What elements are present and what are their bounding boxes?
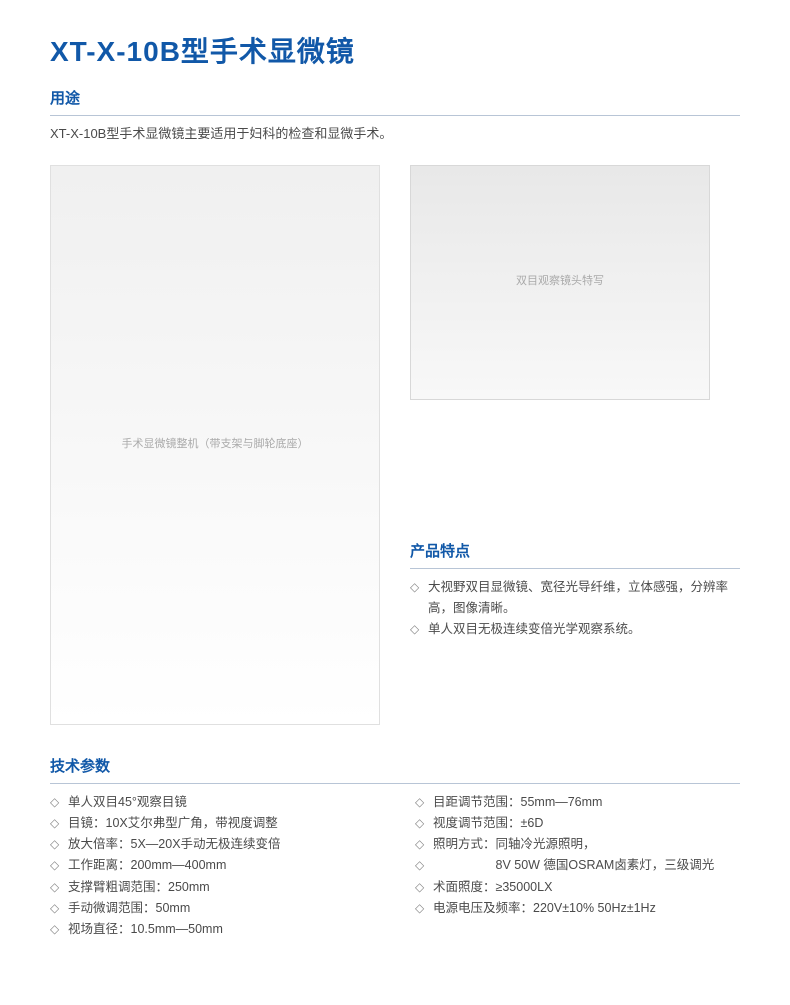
list-item: 术面照度：≥35000LX	[415, 877, 740, 898]
product-title: XT-X-10B型手术显微镜	[50, 30, 740, 75]
list-item: 8V 50W 德国OSRAM卤素灯，三级调光	[415, 855, 740, 876]
specs-left-list: 单人双目45°观察目镜 目镜：10X艾尔弗型广角，带视度调整 放大倍率：5X—2…	[50, 792, 375, 941]
list-item: 照明方式：同轴冷光源照明，	[415, 834, 740, 855]
main-image-alt: 手术显微镜整机（带支架与脚轮底座）	[112, 426, 319, 464]
list-item: 支撑臂粗调范围：250mm	[50, 877, 375, 898]
specs-section: 技术参数 单人双目45°观察目镜 目镜：10X艾尔弗型广角，带视度调整 放大倍率…	[50, 755, 740, 941]
list-item: 单人双目45°观察目镜	[50, 792, 375, 813]
specs-right-list: 目距调节范围：55mm—76mm 视度调节范围：±6D 照明方式：同轴冷光源照明…	[415, 792, 740, 941]
specs-columns: 单人双目45°观察目镜 目镜：10X艾尔弗型广角，带视度调整 放大倍率：5X—2…	[50, 792, 740, 941]
usage-text: XT-X-10B型手术显微镜主要适用于妇科的检查和显微手术。	[50, 124, 740, 145]
list-item: 视场直径：10.5mm—50mm	[50, 919, 375, 940]
list-item: 视度调节范围：±6D	[415, 813, 740, 834]
features-list: 大视野双目显微镜、宽径光导纤维，立体感强，分辨率高，图像清晰。 单人双目无极连续…	[410, 577, 740, 641]
specs-heading: 技术参数	[50, 755, 740, 784]
features-heading: 产品特点	[410, 540, 740, 569]
list-item: 手动微调范围：50mm	[50, 898, 375, 919]
image-row: 手术显微镜整机（带支架与脚轮底座） 双目观察镜头特写 产品特点 大视野双目显微镜…	[50, 165, 740, 725]
list-item: 工作距离：200mm—400mm	[50, 855, 375, 876]
list-item: 放大倍率：5X—20X手动无极连续变倍	[50, 834, 375, 855]
usage-heading: 用途	[50, 87, 740, 116]
list-item: 单人双目无极连续变倍光学观察系统。	[410, 619, 740, 640]
usage-section: 用途 XT-X-10B型手术显微镜主要适用于妇科的检查和显微手术。	[50, 87, 740, 145]
detail-image-alt: 双目观察镜头特写	[506, 263, 614, 301]
detail-product-image: 双目观察镜头特写	[410, 165, 710, 400]
list-item: 大视野双目显微镜、宽径光导纤维，立体感强，分辨率高，图像清晰。	[410, 577, 740, 620]
features-section: 产品特点 大视野双目显微镜、宽径光导纤维，立体感强，分辨率高，图像清晰。 单人双…	[410, 540, 740, 641]
right-column: 双目观察镜头特写 产品特点 大视野双目显微镜、宽径光导纤维，立体感强，分辨率高，…	[410, 165, 740, 641]
list-item: 电源电压及频率：220V±10% 50Hz±1Hz	[415, 898, 740, 919]
main-product-image: 手术显微镜整机（带支架与脚轮底座）	[50, 165, 380, 725]
list-item: 目距调节范围：55mm—76mm	[415, 792, 740, 813]
list-item: 目镜：10X艾尔弗型广角，带视度调整	[50, 813, 375, 834]
